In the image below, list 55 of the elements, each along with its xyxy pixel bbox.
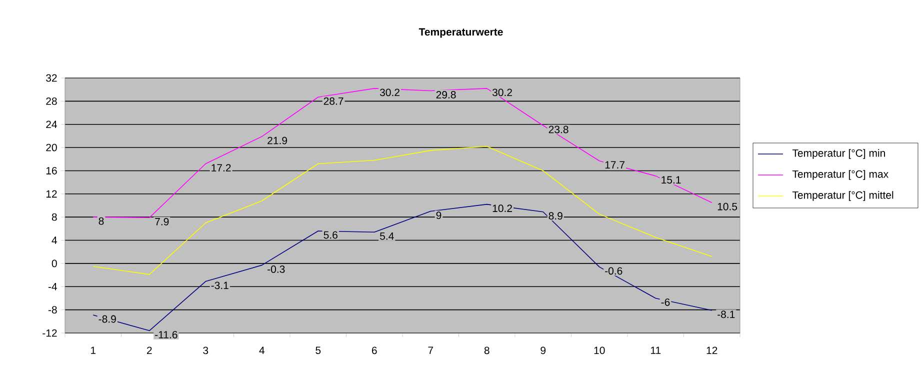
x-tick-label: 8 (484, 346, 490, 354)
y-tick-label: -8 (48, 306, 57, 314)
legend-label: Temperatur [°C] min (792, 149, 885, 159)
data-label: -8.1 (718, 310, 735, 318)
x-tick-label: 11 (650, 346, 661, 354)
legend-label: Temperatur [°C] max (792, 170, 888, 180)
y-tick-label: 32 (46, 74, 57, 82)
data-label: 10.2 (492, 204, 512, 212)
data-label: -0.6 (605, 267, 622, 275)
y-tick-label: 24 (46, 120, 57, 128)
data-label: 5.6 (324, 231, 338, 239)
data-label: 7.9 (155, 218, 169, 226)
x-tick-label: 2 (147, 346, 152, 354)
data-label: 29.8 (436, 91, 456, 98)
line-series (92, 146, 712, 275)
data-label: -8.9 (98, 315, 116, 323)
data-label: 5.4 (380, 232, 394, 240)
data-label: 8.9 (548, 212, 562, 220)
line-series (92, 88, 712, 218)
data-label: -0.3 (268, 265, 285, 273)
y-tick-label: -12 (42, 329, 57, 337)
data-label: 30.2 (492, 88, 512, 96)
data-label: 10.5 (718, 202, 738, 210)
x-tick-label: 9 (540, 346, 546, 354)
data-label: -6 (661, 298, 670, 306)
y-tick-label: 16 (46, 167, 57, 174)
line-series (92, 204, 712, 332)
data-label: 8 (98, 217, 104, 225)
x-tick-label: 1 (91, 346, 96, 354)
x-tick-label: 10 (594, 346, 605, 354)
data-label: -11.6 (155, 330, 178, 338)
x-tick-label: 12 (706, 346, 718, 354)
y-tick-label: 28 (46, 97, 57, 105)
data-label: 28.7 (324, 97, 344, 105)
x-tick-label: 5 (316, 346, 321, 354)
x-tick-label: 6 (372, 346, 377, 354)
data-label: 30.2 (380, 88, 400, 96)
data-label: 17.2 (212, 164, 231, 172)
legend-label: Temperatur [°C] mittel (792, 191, 894, 201)
x-tick-label: 7 (428, 346, 434, 354)
chart-title: Temperaturwerte (418, 28, 503, 38)
data-label: 17.7 (605, 161, 624, 168)
data-label: 21.9 (268, 136, 288, 144)
data-label: 15.1 (662, 176, 681, 184)
y-tick-label: 8 (52, 213, 57, 221)
x-tick-label: 3 (203, 346, 208, 354)
x-tick-label: 4 (259, 346, 264, 354)
y-tick-label: 4 (52, 236, 57, 244)
y-tick-label: -4 (48, 283, 57, 290)
data-label: 23.8 (548, 126, 568, 134)
y-tick-label: 0 (52, 260, 57, 268)
y-tick-label: 12 (46, 190, 57, 198)
data-label: -3.1 (211, 282, 228, 290)
data-label: 9 (436, 212, 442, 220)
y-tick-label: 20 (46, 144, 57, 152)
